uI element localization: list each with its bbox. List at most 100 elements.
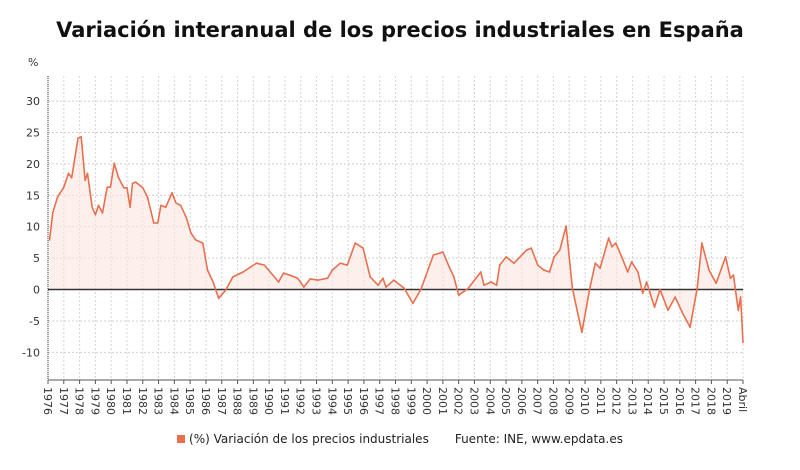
data-point	[171, 192, 173, 194]
data-point	[185, 216, 188, 219]
data-point	[659, 288, 661, 291]
data-point	[62, 186, 65, 188]
data-point	[438, 252, 441, 254]
x-tick-label: 2000	[420, 387, 433, 415]
data-point	[175, 202, 177, 204]
data-point	[51, 212, 54, 214]
data-point	[141, 187, 144, 189]
data-point	[282, 272, 285, 275]
data-point	[565, 225, 567, 227]
data-point	[576, 309, 578, 312]
y-tick-label: 30	[26, 95, 40, 108]
data-point	[309, 278, 312, 280]
data-point	[419, 288, 422, 291]
chart-title: Variación interanual de los precios indu…	[56, 18, 744, 42]
data-point	[742, 341, 744, 344]
data-point	[339, 262, 342, 264]
data-point	[581, 331, 583, 334]
data-point	[232, 276, 234, 278]
data-point	[296, 277, 299, 280]
x-tick-label: 2010	[578, 387, 591, 415]
data-point	[729, 277, 732, 280]
y-axis-label: %	[28, 56, 38, 69]
x-tick-label: 1995	[341, 387, 354, 415]
x-tick-label: 1981	[120, 387, 133, 415]
data-point	[536, 264, 539, 266]
data-point	[106, 186, 109, 188]
data-point	[689, 326, 691, 329]
data-point	[739, 296, 742, 298]
data-point	[48, 239, 51, 241]
x-tick-label: 1999	[404, 387, 417, 415]
data-point	[129, 206, 131, 209]
data-point	[412, 302, 414, 305]
data-point	[146, 196, 149, 199]
x-tick-label: 1978	[73, 387, 86, 415]
data-point	[160, 204, 162, 207]
x-tick-label: 1983	[152, 387, 165, 415]
data-point	[403, 287, 405, 290]
x-tick-label: 2004	[483, 387, 496, 415]
data-point	[732, 274, 735, 276]
data-point	[588, 287, 591, 290]
data-point	[117, 176, 120, 178]
data-point	[505, 256, 507, 258]
data-point	[495, 284, 498, 286]
x-tick-label: 2003	[467, 387, 480, 415]
data-point	[206, 269, 209, 271]
x-tick-label: 1993	[310, 387, 323, 415]
x-tick-label: 2015	[657, 387, 670, 415]
x-tick-label: 1992	[294, 387, 307, 415]
data-point	[594, 262, 597, 264]
data-point	[217, 297, 220, 300]
data-point	[735, 292, 737, 295]
data-point	[362, 247, 364, 249]
y-tick-label: 25	[26, 127, 40, 140]
data-point	[113, 162, 116, 165]
data-point	[190, 232, 192, 234]
x-tick-label: 2019	[720, 387, 733, 415]
x-tick-label: 1977	[57, 387, 70, 415]
data-point	[326, 277, 329, 280]
data-point	[611, 246, 613, 248]
data-point	[346, 264, 349, 266]
data-point	[483, 284, 485, 286]
data-point	[354, 242, 357, 244]
data-point	[101, 212, 104, 214]
data-point	[84, 179, 86, 182]
x-tick-label: 1989	[246, 387, 259, 415]
x-tick-label: 1985	[183, 387, 196, 415]
x-tick-label: 1980	[104, 387, 117, 415]
data-point	[80, 136, 82, 138]
x-tick-label: 1988	[231, 387, 244, 415]
data-point	[70, 176, 73, 179]
y-tick-label: 20	[26, 158, 40, 171]
data-point	[153, 222, 155, 224]
x-tick-label: 1984	[167, 387, 180, 415]
x-tick-label: 2011	[594, 387, 607, 415]
data-point	[737, 309, 740, 312]
data-point	[194, 239, 197, 241]
data-point	[134, 181, 137, 183]
data-point	[548, 271, 551, 273]
data-point	[263, 264, 266, 266]
x-tick-label: 1982	[136, 387, 149, 415]
data-point	[701, 242, 703, 244]
data-point	[674, 296, 676, 298]
data-point	[525, 249, 528, 251]
data-point	[369, 276, 372, 278]
data-point	[126, 187, 128, 189]
data-point	[393, 279, 395, 281]
x-tick-label: 1994	[325, 387, 338, 415]
data-point	[385, 286, 387, 288]
data-point	[77, 137, 79, 139]
data-point	[131, 182, 134, 185]
y-tick-label: 15	[26, 189, 40, 202]
x-tick-label: 2013	[625, 387, 638, 415]
data-point	[607, 237, 610, 239]
data-point	[164, 206, 167, 209]
x-tick-label: 2016	[673, 387, 686, 415]
data-point	[513, 262, 515, 264]
data-point	[67, 172, 70, 175]
data-point	[86, 172, 89, 175]
